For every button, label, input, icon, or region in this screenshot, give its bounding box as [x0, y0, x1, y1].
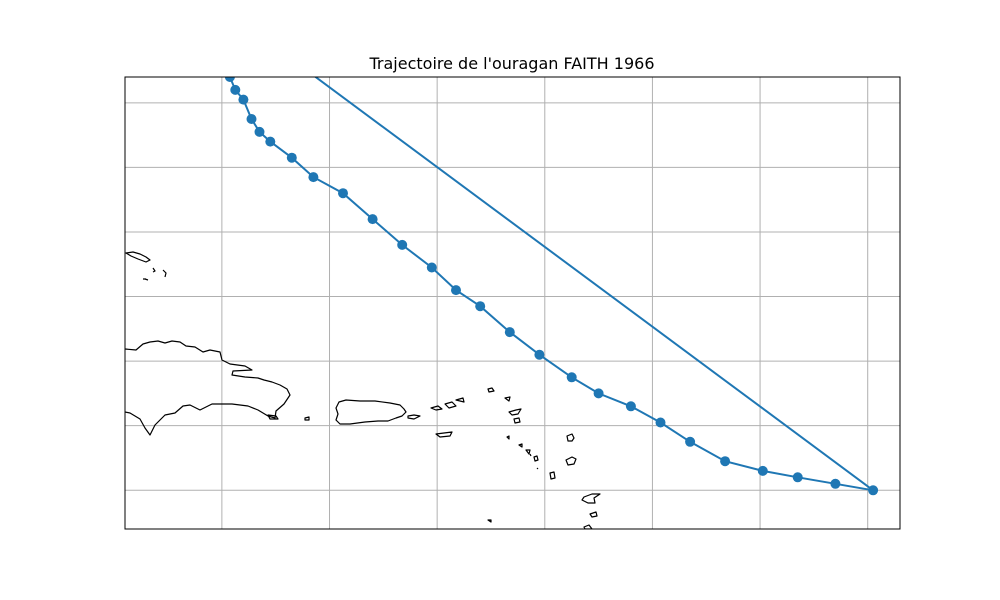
- track-point: [625, 401, 636, 412]
- coastline-anguilla: [487, 387, 511, 402]
- coastline-st-lucia: [583, 524, 593, 529]
- track-point: [286, 152, 297, 163]
- track-point: [265, 136, 276, 147]
- map-frame: [124, 76, 901, 530]
- track-point: [397, 239, 408, 250]
- coastline-guadeloupe: [565, 433, 577, 466]
- track-point: [534, 349, 545, 360]
- coastline-puerto-rico: [335, 399, 407, 425]
- track-point: [451, 285, 461, 296]
- track-point: [685, 436, 696, 447]
- coastline-small-cays: [487, 453, 539, 523]
- track-point: [868, 485, 879, 496]
- coastline-dominica: [581, 493, 601, 504]
- coastline-st-kitts-nevis: [506, 435, 531, 455]
- track-points: [224, 77, 879, 496]
- track-point: [504, 327, 515, 338]
- coastline-turks-caicos: [125, 251, 167, 281]
- hurricane-track: [224, 77, 879, 496]
- track-point: [426, 262, 437, 273]
- track-point: [238, 94, 249, 105]
- gridlines: [125, 77, 900, 529]
- track-point: [655, 417, 666, 428]
- track-point: [230, 84, 241, 95]
- track-point: [367, 214, 378, 225]
- coastline-marie-galante: [549, 471, 556, 480]
- track-point: [475, 301, 486, 312]
- coastline-mona: [304, 416, 310, 421]
- coastline-hispaniola: [125, 340, 291, 436]
- track-point: [224, 77, 235, 82]
- coastline-virgin-islands: [407, 397, 465, 420]
- coastline-st-croix: [435, 431, 453, 438]
- coastline-islet-saona: [267, 414, 279, 420]
- track-point: [566, 372, 577, 383]
- track-point: [308, 172, 319, 183]
- map-area: [125, 77, 900, 529]
- coastline-martinique: [589, 511, 598, 518]
- coastline-barbuda: [508, 408, 522, 416]
- track-point: [792, 472, 803, 483]
- chart-title: Trajectoire de l'ouragan FAITH 1966: [369, 54, 655, 73]
- coastline-antigua: [513, 417, 521, 424]
- track-point: [757, 465, 768, 476]
- track-point: [246, 114, 257, 124]
- coastline-montserrat: [533, 455, 539, 462]
- track-point: [720, 456, 731, 467]
- track-point: [338, 188, 348, 199]
- track-point: [254, 126, 265, 137]
- coastlines: [125, 251, 601, 529]
- track-point: [593, 388, 604, 399]
- track-point: [830, 478, 841, 489]
